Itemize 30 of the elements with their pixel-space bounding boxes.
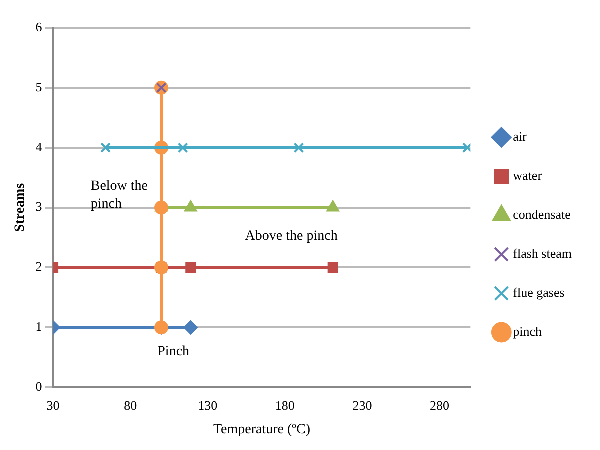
y-tick-label: 1	[36, 319, 42, 334]
x-tick-label: 180	[275, 398, 295, 413]
y-tick-label: 6	[36, 19, 43, 34]
legend-label: condensate	[513, 206, 572, 222]
y-tick-label: 5	[36, 79, 42, 94]
legend-label: pinch	[513, 324, 543, 339]
point	[154, 200, 169, 215]
x-tick-label: 30	[46, 398, 60, 413]
x-tick-label: 130	[198, 398, 218, 413]
x-axis-title: Temperature (ºC)	[213, 422, 311, 438]
y-tick-label: 3	[36, 199, 42, 214]
point	[186, 262, 196, 273]
y-tick-label: 2	[36, 259, 42, 274]
point	[328, 262, 338, 273]
annotation: Below the pinch	[90, 178, 148, 212]
y-axis-title: Streams	[13, 182, 28, 232]
legend-label: water	[513, 168, 543, 183]
x-tick-label: 230	[352, 398, 372, 413]
point	[294, 142, 304, 154]
x-tick-label: 280	[430, 398, 450, 413]
annotation: Above the pinch	[245, 229, 338, 244]
point	[178, 142, 188, 154]
legend-label: flash steam	[513, 246, 572, 261]
point	[100, 142, 112, 154]
y-tick-label: 0	[36, 379, 42, 394]
x-tick-label: 80	[124, 398, 138, 413]
legend-label: air	[513, 128, 528, 144]
legend-label: flue gases	[513, 284, 565, 300]
y-tick-label: 4	[36, 139, 43, 154]
annotation: Pinch	[158, 344, 190, 360]
